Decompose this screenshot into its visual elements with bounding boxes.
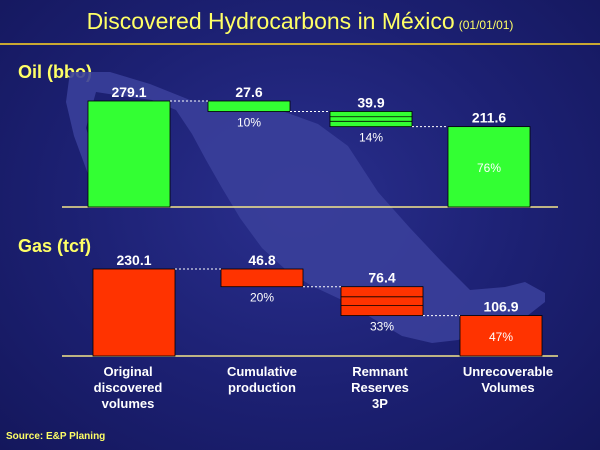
value-label: 106.9 [483, 299, 518, 315]
category-label: Remnant [352, 364, 408, 379]
bar [87, 100, 171, 208]
category-label: Cumulative [227, 364, 297, 379]
title-rule [0, 43, 600, 45]
source-note: Source: E&P Planing [6, 431, 106, 442]
category-label: production [228, 380, 296, 395]
bar [340, 286, 424, 316]
value-label: 211.6 [472, 110, 506, 126]
category-label: 3P [372, 396, 388, 411]
percent-label: 33% [370, 320, 394, 334]
bar [329, 111, 413, 128]
title-text: Discovered Hydrocarbons in México [86, 8, 455, 34]
bar [207, 100, 291, 112]
percent-label: 47% [489, 330, 513, 344]
gas-section-label: Gas (tcf) [18, 236, 92, 256]
category-label: volumes [102, 396, 155, 411]
category-label: Unrecoverable [463, 364, 553, 379]
title-date: (01/01/01) [458, 18, 514, 32]
percent-label: 20% [250, 291, 274, 305]
percent-label: 76% [477, 161, 501, 175]
chart-0: 279.1 27.6 10% 39.9 14% 211.6 76% [62, 84, 558, 208]
bar [92, 268, 176, 357]
value-label: 76.4 [368, 270, 395, 286]
chart-1: 230.1 46.8 20% 76.4 33% 106.9 47% [62, 252, 558, 357]
category-label: Original [103, 364, 152, 379]
percent-label: 10% [237, 115, 261, 129]
value-label: 46.8 [248, 252, 275, 268]
value-label: 230.1 [116, 252, 151, 268]
value-label: 279.1 [111, 84, 146, 100]
bar [220, 268, 304, 288]
category-label: discovered [94, 380, 163, 395]
bar [459, 315, 543, 357]
category-label: Volumes [481, 380, 534, 395]
value-label: 39.9 [357, 94, 384, 110]
value-label: 27.6 [235, 84, 262, 100]
percent-label: 14% [359, 131, 383, 145]
category-label: Reserves [351, 380, 409, 395]
bar [447, 126, 531, 208]
page-title: Discovered Hydrocarbons in México (01/01/… [0, 8, 600, 35]
